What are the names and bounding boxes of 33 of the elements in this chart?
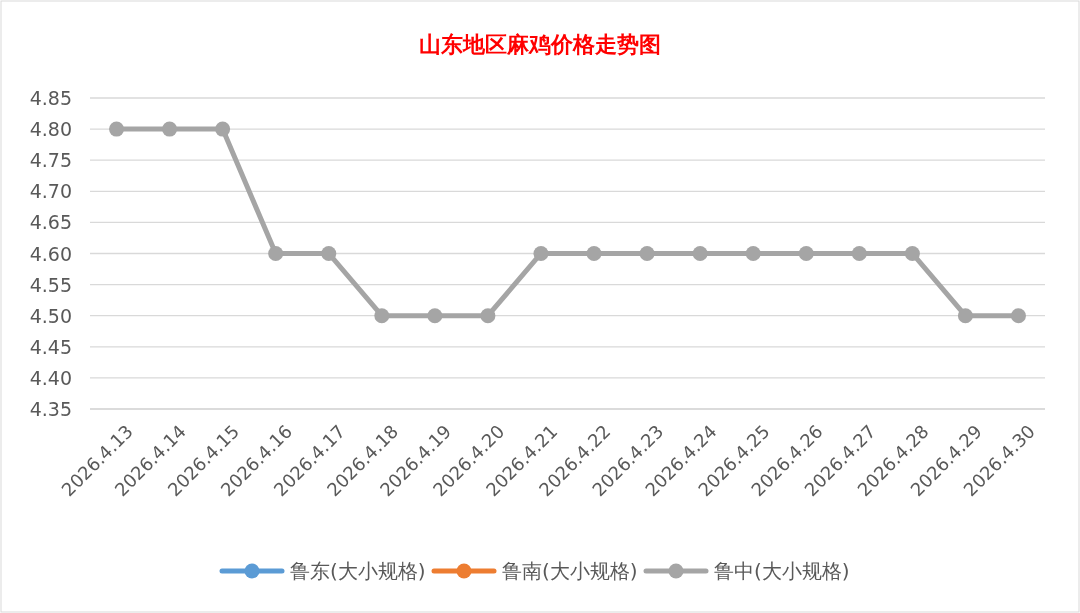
point bbox=[162, 121, 178, 137]
legend-label: 鲁南(大小规格) bbox=[502, 559, 638, 583]
point bbox=[692, 246, 708, 261]
point bbox=[851, 246, 867, 261]
point bbox=[798, 246, 814, 261]
point bbox=[374, 308, 390, 324]
y-tick-label: 4.65 bbox=[29, 211, 72, 234]
point bbox=[957, 308, 973, 324]
y-tick-label: 4.75 bbox=[29, 149, 72, 172]
chart-title: 山东地区麻鸡价格走势图 bbox=[419, 31, 661, 57]
point bbox=[533, 246, 549, 261]
y-tick-label: 4.35 bbox=[29, 398, 72, 420]
point bbox=[109, 121, 125, 137]
y-tick-label: 4.45 bbox=[29, 335, 72, 358]
y-tick-label: 4.40 bbox=[29, 366, 72, 389]
point bbox=[215, 121, 231, 137]
point bbox=[480, 308, 496, 324]
point bbox=[639, 246, 655, 261]
point bbox=[427, 308, 443, 324]
y-tick-label: 4.55 bbox=[29, 273, 72, 296]
y-tick-label: 4.80 bbox=[29, 118, 72, 141]
y-tick-label: 4.50 bbox=[29, 304, 72, 327]
point bbox=[268, 246, 284, 261]
point bbox=[904, 246, 920, 261]
point bbox=[586, 246, 602, 261]
point bbox=[321, 246, 337, 261]
y-tick-label: 4.60 bbox=[29, 242, 72, 265]
y-tick-label: 4.70 bbox=[29, 180, 72, 203]
point bbox=[1010, 308, 1026, 324]
point bbox=[745, 246, 761, 261]
y-tick-label: 4.85 bbox=[29, 87, 72, 109]
legend-label: 鲁东(大小规格) bbox=[290, 559, 426, 583]
legend-label: 鲁中(大小规格) bbox=[714, 559, 850, 583]
